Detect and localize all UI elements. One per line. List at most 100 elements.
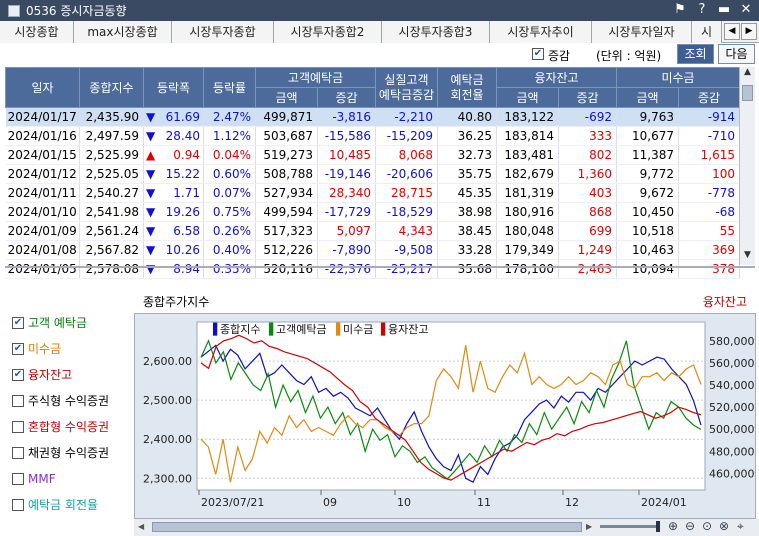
table-row[interactable]: 2024/01/10 2,541.98 ▼ 19.26 0.75% 499,594 -17,… [5,202,741,222]
tab-market-total[interactable]: 시장종합 [0,21,74,43]
table-row[interactable]: 2024/01/08 2,567.82 ▼ 10.26 0.40% 512,226 -7,8… [5,240,741,260]
table-row[interactable]: 2024/01/17 2,435.90 ▼ 61.69 2.47% 499,871 -3,8… [5,107,741,127]
col-date: 일자 [5,67,80,108]
cell-real-deposit-change: -20,606 [375,164,439,184]
cell-change-value: 61.69 [165,110,200,124]
col-receivable-amount: 금액 [616,87,680,108]
cell-turnover: 35.68 [437,259,498,279]
series-checkbox[interactable]: ✔ [12,317,24,329]
chart-options-panel: ✔ 고객 예탁금 ✔ 미수금 ✔ 융자잔고 주식형 수익증권 혼합형 수익증권 채권형 수익증권… [0,290,134,536]
cell-rate: 0.04% [203,145,256,165]
tab-market-invest-date[interactable]: 시장투자일자 [592,21,692,43]
table-row[interactable]: 2024/01/16 2,497.59 ▼ 28.40 1.12% 503,687 -15,… [5,126,741,146]
chart-scroll-right-icon[interactable]: ▶ [586,522,593,531]
tab-market-invest[interactable]: 시장투자종합 [172,21,274,43]
col-receivable: 미수금 [616,67,741,88]
close-icon[interactable]: ✕ [740,2,752,17]
x-tick-label: 09 [323,496,337,509]
zoom-reset-icon[interactable]: ⊗ [719,519,730,533]
pin-icon[interactable]: ⚑ [674,2,686,17]
grid-vertical-scrollbar[interactable]: ▲ ▼ [739,67,755,265]
minimize-icon[interactable]: ▬ [717,2,731,17]
window-icon [8,4,20,17]
left-tick-label: 2,300.00 [143,472,192,485]
series-toggle-label: 융자잔고 [28,368,73,382]
cell-loan-amount: 181,319 [496,183,560,203]
table-row[interactable]: 2024/01/09 2,561.24 ▼ 6.58 0.26% 517,323 5,097… [5,221,741,241]
cell-loan-change: 1,249 [558,240,618,260]
table-row[interactable]: 2024/01/15 2,525.99 ▲ 0.94 0.04% 519,273 10,48… [5,145,741,165]
scroll-down-icon[interactable]: ▼ [744,250,751,260]
tab-left-arrow-icon[interactable]: ◀ [724,23,740,40]
cell-index: 2,561.24 [79,221,144,241]
legend-label: 융자잔고 [388,323,428,336]
cell-receivable-amount: 11,387 [616,145,680,165]
scroll-up-icon[interactable]: ▲ [744,67,751,77]
right-tick-label: 540,000 [709,379,755,392]
down-arrow-icon: ▼ [146,224,156,238]
cell-receivable-amount: 10,094 [616,259,680,279]
x-tick-label: 11 [477,496,491,509]
table-row[interactable]: 2024/01/12 2,525.05 ▼ 15.22 0.60% 508,788 -19,… [5,164,741,184]
cell-receivable-change: 369 [678,240,741,260]
cell-deposit-amount: 512,226 [255,240,318,260]
cell-date: 2024/01/08 [5,240,80,260]
cell-receivable-amount: 10,463 [616,240,680,260]
zoom-slider[interactable] [600,525,660,528]
chart-scroll-left-icon[interactable]: ◀ [138,522,145,531]
down-arrow-icon: ▼ [146,129,156,143]
series-checkbox[interactable] [12,447,24,459]
help-icon[interactable]: ? [698,2,706,17]
left-tick-label: 2,500.00 [143,394,192,407]
series-checkbox[interactable]: ✔ [12,343,24,355]
down-arrow-icon: ▼ [146,205,156,219]
table-row[interactable]: 2024/01/05 2,578.08 ▼ 8.94 0.35% 520,116 -22,3… [5,259,741,279]
tab-market-invest-trend[interactable]: 시장투자추이 [490,21,592,43]
cell-index: 2,497.59 [79,126,144,146]
cell-receivable-amount: 10,518 [616,221,680,241]
next-button[interactable]: 다음 [718,44,755,64]
zoom-out-icon[interactable]: ⊖ [685,519,696,533]
change-checkbox[interactable]: ✔ [532,48,544,60]
chart-scroll-thumb[interactable] [152,522,582,532]
tab-right-arrow-icon[interactable]: ▶ [741,23,757,40]
col-real-deposit: 실질고객 예탁금증감 [375,67,439,108]
zoom-slider-handle[interactable] [656,521,660,532]
cell-loan-change: -692 [558,107,618,127]
cell-deposit-amount: 503,687 [255,126,318,146]
cell-receivable-change: -914 [678,107,741,127]
tab-max-market[interactable]: max시장종합 [74,21,172,43]
col-index: 종합지수 [79,67,144,108]
series-checkbox[interactable] [12,421,24,433]
cell-real-deposit-change: 4,343 [375,221,439,241]
cell-loan-change: 2,463 [558,259,618,279]
fund-trend-table: 일자 종합지수 등락폭 등락률 고객예탁금 실질고객 예탁금증감 예탁금 회전율… [5,67,741,279]
series-checkbox[interactable] [12,395,24,407]
chart-frame: 2,600.00 2,500.00 2,400.00 2,300.00 580,000 5… [134,313,756,519]
index-chart[interactable]: 2,600.00 2,500.00 2,400.00 2,300.00 580,000 5… [135,314,757,520]
cell-loan-amount: 178,100 [496,259,560,279]
scroll-thumb[interactable] [742,85,753,101]
series-checkbox[interactable] [12,499,24,511]
col-turnover: 예탁금 회전율 [437,67,498,108]
tab-more[interactable]: 시 [692,21,722,43]
up-arrow-icon: ▲ [146,148,156,162]
query-button[interactable]: 조회 [677,44,714,64]
zoom-fit-icon[interactable]: ⊙ [702,519,713,533]
crosshair-icon[interactable]: ⌖ [737,519,744,533]
cell-loan-amount: 180,048 [496,221,560,241]
tab-market-invest-3[interactable]: 시장투자종합3 [382,21,490,43]
table-row[interactable]: 2024/01/11 2,540.27 ▼ 1.71 0.07% 527,934 28,34… [5,183,741,203]
right-tick-label: 480,000 [709,445,755,458]
series-checkbox[interactable] [12,473,24,485]
col-loan: 융자잔고 [496,67,618,88]
cell-change: ▼ 19.26 [143,202,204,222]
series-checkbox[interactable]: ✔ [12,369,24,381]
series-toggle-label: 미수금 [28,342,62,356]
cell-real-deposit-change: -9,508 [375,240,439,260]
cell-deposit-amount: 517,323 [255,221,318,241]
splitter[interactable] [5,266,755,268]
tab-market-invest-2[interactable]: 시장투자종합2 [274,21,382,43]
zoom-in-icon[interactable]: ⊕ [668,519,679,533]
series-toggle-label: MMF [28,472,56,486]
